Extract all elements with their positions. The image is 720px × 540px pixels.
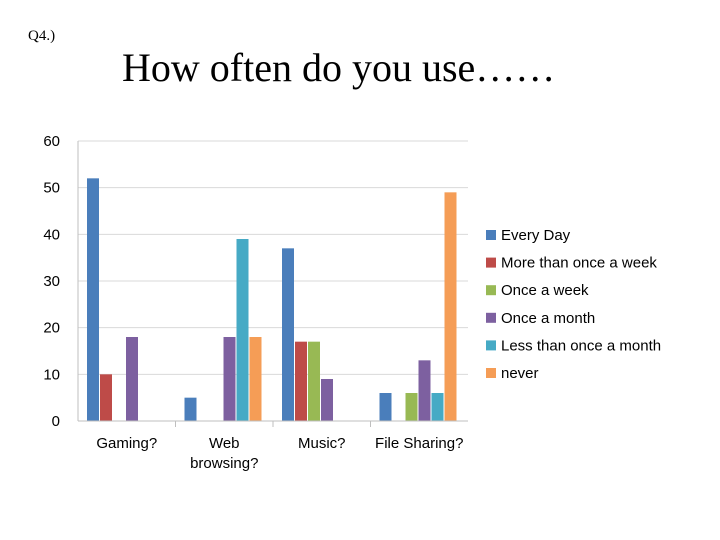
legend-label: never — [501, 365, 539, 382]
bar — [184, 397, 197, 421]
legend-swatch — [486, 285, 496, 296]
category-labels: Gaming? Web browsing? Music? File Sharing? — [96, 435, 463, 472]
bar — [100, 374, 112, 421]
y-axis-ticks: 0 10 20 30 40 50 60 — [43, 133, 60, 430]
legend-label: Once a week — [501, 282, 589, 299]
y-tick-label: 50 — [43, 180, 60, 197]
y-tick-label: 40 — [43, 226, 60, 243]
slide-title: How often do you use…… — [122, 45, 556, 90]
bar — [223, 337, 236, 421]
bar — [126, 337, 138, 421]
bar — [295, 341, 307, 421]
y-tick-label: 30 — [43, 273, 60, 290]
bar — [431, 393, 444, 421]
bar — [321, 379, 333, 421]
legend-swatch — [486, 230, 496, 240]
question-number: Q4.) — [28, 28, 56, 44]
bar — [308, 341, 320, 421]
bar — [236, 239, 249, 421]
legend-swatch — [486, 312, 496, 323]
gridlines — [78, 140, 468, 375]
bar — [444, 192, 457, 421]
category-label: Web — [209, 435, 240, 452]
legend-swatch — [486, 340, 496, 351]
legend: Every Day More than once a week Once a wee… — [486, 227, 661, 382]
bar — [87, 178, 99, 421]
category-label: browsing? — [190, 455, 258, 472]
category-label: Gaming? — [96, 435, 157, 452]
legend-label: Once a month — [501, 310, 595, 327]
bar — [379, 393, 392, 421]
bar — [418, 360, 431, 421]
y-tick-label: 20 — [43, 320, 60, 337]
y-tick-label: 60 — [43, 133, 60, 150]
legend-label: Every Day — [501, 227, 571, 244]
bar — [282, 248, 294, 421]
bar — [249, 337, 262, 421]
axes — [77, 141, 468, 427]
bar — [405, 393, 418, 421]
y-tick-label: 10 — [43, 366, 60, 383]
legend-swatch — [486, 257, 496, 268]
category-label: Music? — [298, 435, 346, 452]
category-label: File Sharing? — [375, 435, 463, 452]
legend-swatch — [486, 368, 496, 378]
y-tick-label: 0 — [52, 413, 60, 430]
legend-label: More than once a week — [501, 255, 657, 272]
legend-label: Less than once a month — [501, 337, 661, 354]
bars — [87, 178, 457, 421]
